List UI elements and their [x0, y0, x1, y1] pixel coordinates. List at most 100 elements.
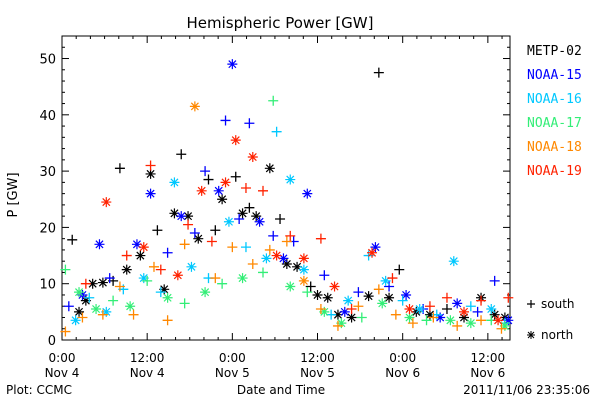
x-tick-label-time: 0:00 — [219, 351, 246, 365]
series-noaa-16 — [70, 126, 510, 329]
north-point — [298, 253, 309, 264]
legend: METP-02 NOAA-15 NOAA-16 NOAA-17 NOAA-18 NOAA-… — [527, 44, 582, 342]
footer-plot-credit: Plot: CCMC — [6, 383, 72, 397]
south-point — [476, 295, 487, 306]
south-point — [97, 309, 108, 320]
north-point — [217, 194, 228, 205]
south-point — [390, 309, 401, 320]
north-point — [281, 259, 292, 269]
south-point — [80, 278, 91, 289]
south-point — [217, 278, 228, 289]
north-point — [404, 304, 415, 315]
north-point — [223, 216, 234, 227]
south-point — [476, 315, 487, 326]
south-point — [387, 273, 398, 284]
north-point — [312, 289, 323, 300]
south-point — [155, 287, 166, 298]
north-point — [367, 247, 378, 258]
south-point — [275, 213, 286, 224]
south-point — [60, 264, 71, 275]
north-point — [220, 177, 231, 188]
north-point — [459, 312, 470, 323]
south-point — [424, 301, 435, 312]
south-point — [452, 320, 463, 331]
south-point — [77, 312, 88, 323]
y-tick-label: 0 — [48, 334, 56, 349]
north-point — [193, 233, 204, 244]
south-point — [489, 275, 500, 286]
south-point — [128, 309, 139, 320]
north-point — [401, 289, 412, 300]
north-point — [298, 275, 309, 286]
north-point — [465, 318, 476, 329]
x-tick-label-date: Nov 5 — [300, 366, 335, 380]
north-point — [343, 295, 354, 306]
south-point — [271, 126, 282, 137]
north-point — [384, 292, 395, 303]
north-point — [285, 174, 296, 185]
x-tick-label-date: Nov 6 — [385, 366, 420, 380]
chart-title: Hemispheric Power [GW] — [187, 14, 374, 32]
x-tick-label-date: Nov 5 — [215, 366, 250, 380]
y-axis-label: P [GW] — [6, 172, 21, 217]
south-point — [353, 301, 364, 312]
north-point — [145, 188, 156, 199]
north-point — [254, 216, 265, 227]
south-point — [114, 163, 125, 174]
south-point — [394, 264, 405, 275]
legend-entry: NOAA-17 — [527, 116, 582, 131]
north-point — [292, 261, 303, 272]
south-point — [210, 273, 221, 284]
north-point — [101, 197, 112, 208]
south-point — [465, 301, 476, 312]
legend-entry: NOAA-15 — [527, 68, 582, 83]
x-tick-label-date: Nov 4 — [45, 366, 80, 380]
south-point — [407, 318, 418, 329]
north-point — [329, 281, 340, 292]
series-noaa-18 — [60, 101, 507, 337]
south-point — [155, 264, 166, 275]
north-point — [189, 101, 200, 112]
south-point — [373, 67, 384, 78]
south-point — [285, 230, 296, 241]
south-point — [148, 261, 159, 272]
south-point — [67, 234, 78, 245]
south-point — [503, 292, 514, 303]
south-point — [220, 115, 231, 126]
south-point — [84, 292, 95, 303]
north-point — [70, 315, 81, 326]
north-point — [247, 152, 258, 163]
north-point — [346, 312, 357, 323]
south-point — [142, 275, 153, 286]
north-point — [377, 298, 388, 309]
south-point — [200, 166, 211, 177]
north-point — [489, 309, 500, 320]
south-point — [210, 225, 221, 236]
north-point — [213, 185, 224, 196]
north-point — [448, 256, 459, 267]
y-tick-label: 50 — [39, 53, 56, 68]
north-point — [339, 306, 350, 317]
south-point — [179, 239, 190, 250]
north-point — [131, 239, 142, 250]
north-point — [322, 292, 333, 303]
south-point — [356, 312, 367, 323]
south-point — [60, 326, 71, 337]
north-point — [172, 270, 183, 281]
south-point — [441, 304, 452, 315]
south-point — [203, 174, 214, 185]
south-point — [332, 320, 343, 331]
south-point — [183, 219, 194, 230]
south-point — [244, 202, 255, 213]
south-point — [162, 247, 173, 258]
south-point — [189, 228, 200, 239]
legend-entry: METP-02 — [527, 44, 582, 59]
south-point — [472, 306, 483, 317]
x-tick-label-date: Nov 4 — [130, 366, 165, 380]
south-point — [152, 225, 163, 236]
north-point — [87, 278, 98, 289]
x-tick-label-time: 0:00 — [49, 351, 76, 365]
x-tick-label-time: 12:00 — [130, 351, 165, 365]
north-point — [251, 211, 262, 222]
